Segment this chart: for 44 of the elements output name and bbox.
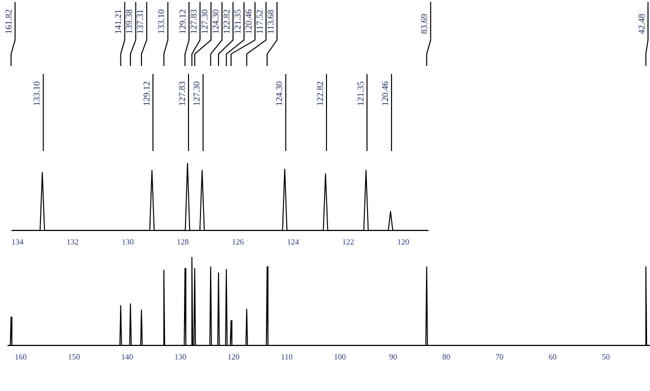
x-tick-label: 130 bbox=[174, 352, 186, 362]
text: 120.46 bbox=[380, 80, 390, 106]
x-tick-label: 90 bbox=[389, 352, 398, 362]
text: 83.69 bbox=[419, 13, 430, 34]
text: 133.10 bbox=[32, 80, 42, 106]
x-tick-label: 132 bbox=[66, 237, 79, 246]
x-tick-label: 120 bbox=[228, 352, 240, 362]
x-tick-label: 134 bbox=[12, 237, 24, 246]
x-tick-label: 50 bbox=[602, 352, 610, 362]
x-tick-label: 128 bbox=[176, 237, 189, 246]
x-tick-label: 100 bbox=[334, 352, 346, 362]
text: 42.48 bbox=[636, 13, 646, 34]
text: 124.30 bbox=[210, 8, 220, 34]
text: 122.82 bbox=[221, 9, 232, 34]
text: 141.21 bbox=[113, 9, 124, 34]
text: 127.83 bbox=[188, 8, 198, 34]
text: 137.31 bbox=[135, 9, 146, 34]
text: 127.30 bbox=[199, 8, 210, 34]
x-tick-label: 150 bbox=[68, 352, 80, 362]
x-tick-label: 80 bbox=[442, 352, 450, 362]
x-tick-label: 60 bbox=[548, 352, 557, 362]
text: 127.30 bbox=[191, 80, 202, 106]
x-tick-label: 140 bbox=[121, 352, 134, 362]
text: 120.46 bbox=[243, 8, 254, 34]
text: 139.38 bbox=[124, 8, 134, 34]
text: 129.12 bbox=[141, 81, 152, 106]
x-tick-label: 120 bbox=[397, 237, 410, 246]
x-tick-label: 160 bbox=[14, 352, 27, 362]
x-tick-label: 110 bbox=[280, 352, 293, 362]
text: 121.35 bbox=[355, 80, 366, 106]
x-tick-label: 126 bbox=[232, 237, 244, 246]
text: 113.68 bbox=[265, 9, 276, 34]
text: 121.35 bbox=[232, 8, 242, 34]
text: 127.83 bbox=[176, 80, 187, 106]
x-tick-label: 130 bbox=[122, 237, 134, 246]
text: 161.82 bbox=[3, 9, 14, 34]
x-tick-label: 122 bbox=[342, 237, 354, 246]
text: 133.10 bbox=[156, 8, 166, 34]
x-tick-label: 124 bbox=[287, 237, 300, 246]
text: 129.12 bbox=[177, 9, 188, 34]
text: 117.52 bbox=[254, 10, 264, 34]
x-tick-label: 70 bbox=[495, 352, 504, 362]
text: 124.30 bbox=[274, 80, 284, 106]
text: 122.82 bbox=[314, 81, 325, 106]
